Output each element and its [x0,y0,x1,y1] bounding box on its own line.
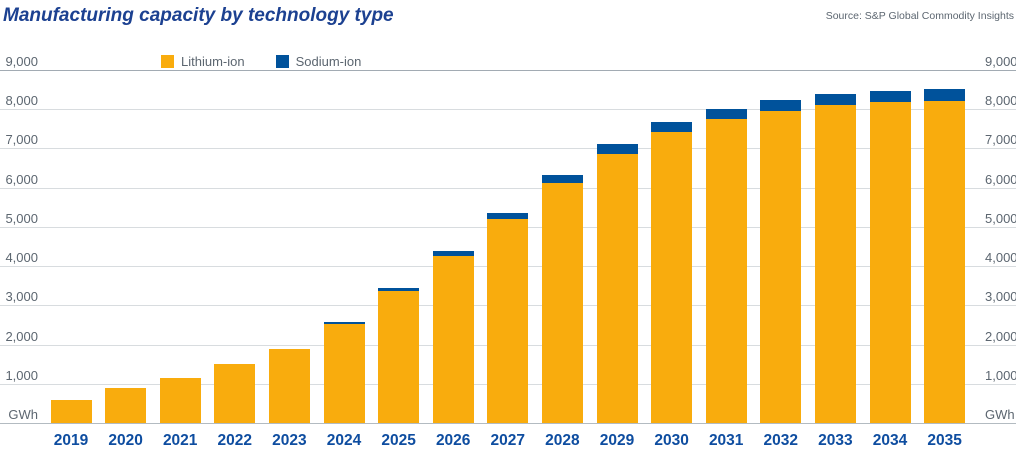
bar-sodium-2027 [487,212,529,220]
x-axis-label-2020: 2020 [108,432,143,449]
gridline-6000 [0,187,1016,189]
y-axis-label-right-5000: 5,000 [985,210,1016,226]
bar-sodium-2033 [814,93,856,106]
y-axis-label-right-0: GWh [985,407,1015,422]
gridline-9000 [0,70,1016,72]
bar-sodium-2028 [541,174,583,184]
chart-title: Manufacturing capacity by technology typ… [3,5,394,26]
chart-legend: Lithium-ion Sodium-ion [161,54,385,68]
x-axis-label-2026: 2026 [435,432,471,449]
legend-label-lithium: Lithium-ion [181,53,245,69]
y-axis-label-left-8000: 8,000 [5,93,38,109]
bar-sodium-2034 [869,90,911,103]
bar-sodium-2025 [378,287,420,291]
y-axis-label-left-2000: 2,000 [5,328,38,344]
y-axis-label-left-7000: 7,000 [5,132,38,148]
bar-lithium-2024 [323,324,365,423]
bar-sodium-2026 [432,250,474,256]
y-axis-label-left-0: GWh [8,407,38,422]
bar-sodium-2035 [924,88,966,102]
lithium-swatch-icon [161,54,174,68]
y-axis-label-left-6000: 6,000 [5,171,38,187]
x-axis-label-2029: 2029 [599,432,635,449]
x-axis-label-2022: 2022 [217,432,253,449]
y-axis-label-right-7000: 7,000 [985,132,1016,148]
gridline-0 [0,423,1016,424]
bar-sodium-2030 [651,121,693,132]
y-axis-label-left-3000: 3,000 [5,289,38,305]
y-axis-label-left-4000: 4,000 [5,250,38,266]
y-axis-label-right-8000: 8,000 [985,93,1016,109]
x-axis-label-2033: 2033 [818,432,853,449]
bar-lithium-2021 [159,377,201,423]
y-axis-label-right-6000: 6,000 [985,171,1016,187]
y-axis-label-left-9000: 9,000 [5,54,38,70]
gridline-7000 [0,148,1016,150]
bar-lithium-2020 [105,388,147,423]
legend-item-lithium: Lithium-ion [161,53,245,69]
bar-lithium-2032 [760,111,802,423]
y-axis-label-left-1000: 1,000 [5,367,38,383]
y-axis-label-left-5000: 5,000 [5,210,38,226]
x-axis-label-2035: 2035 [927,432,962,449]
legend-item-sodium: Sodium-ion [275,53,362,69]
x-axis-label-2030: 2030 [654,432,689,449]
y-axis-label-right-4000: 4,000 [985,250,1016,266]
bar-lithium-2026 [432,255,474,423]
bar-lithium-2027 [487,219,529,423]
bar-lithium-2033 [814,105,856,423]
bar-lithium-2023 [268,348,310,423]
x-axis-label-2028: 2028 [545,432,580,449]
legend-label-sodium: Sodium-ion [295,53,362,69]
y-axis-label-right-9000: 9,000 [985,54,1016,70]
bar-sodium-2031 [705,108,747,120]
x-axis-label-2021: 2021 [162,432,198,449]
bar-lithium-2028 [541,183,583,423]
x-axis-label-2023: 2023 [272,432,307,449]
x-axis-label-2027: 2027 [490,432,526,449]
bar-lithium-2019 [50,400,92,423]
y-axis-label-right-1000: 1,000 [985,367,1016,383]
x-axis-label-2034: 2034 [872,432,908,449]
x-axis-label-2024: 2024 [326,432,362,449]
bar-lithium-2025 [378,290,420,423]
y-axis-label-right-2000: 2,000 [985,328,1016,344]
gridline-8000 [0,109,1016,111]
x-axis-label-2025: 2025 [381,432,416,449]
x-axis-label-2032: 2032 [763,432,799,449]
bar-sodium-2032 [760,99,802,111]
sodium-swatch-icon [275,54,289,68]
bar-lithium-2030 [651,131,693,423]
bar-lithium-2031 [705,119,747,423]
x-axis-label-2031: 2031 [708,432,744,449]
source-attribution: Source: S&P Global Commodity Insights [825,10,1014,22]
bar-lithium-2035 [924,101,966,423]
bar-lithium-2034 [869,102,911,423]
x-axis-label-2019: 2019 [53,432,89,449]
bar-sodium-2024 [323,321,365,325]
y-axis-label-right-3000: 3,000 [985,289,1016,305]
bar-lithium-2029 [596,154,638,423]
bar-lithium-2022 [214,364,256,423]
bar-sodium-2029 [596,144,638,155]
